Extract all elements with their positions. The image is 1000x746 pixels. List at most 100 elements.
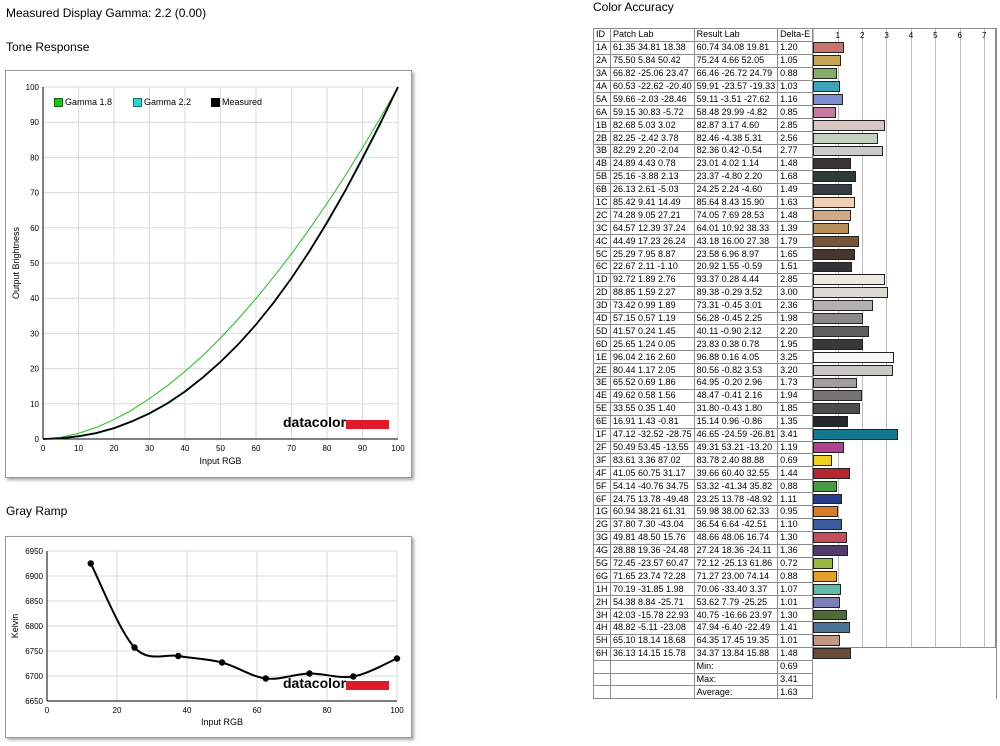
delta-e-bar [813,377,858,389]
y-tick-label: 6850 [25,597,43,606]
table-row: 1H 70.19 -31.85 1.98 70.06 -33.40 3.37 1.07 [592,582,997,597]
cell-result-lab: 71.27 23.00 74.14 [693,569,779,584]
y-tick-label: 60 [30,224,39,233]
cell-patch-lab: 25.29 7.95 8.87 [610,247,695,262]
gray-ramp-point [350,673,357,680]
table-row: 3B 82.29 2.20 -2.04 82.36 0.42 -0.54 2.77 [592,144,997,158]
cell-delta-e-bar [812,105,997,119]
y-tick-label: 30 [30,329,39,338]
cell-delta-e-bar [812,273,997,287]
table-row: 4H 48.82 -5.11 -23.08 47.94 -6.40 -22.49 1.… [592,620,997,635]
cell-id: 6H [592,646,612,661]
cell-delta-e-bar [812,350,997,364]
cell-delta-e-bar [812,634,997,648]
delta-e-bar [813,300,873,312]
cell-id: 5G [592,556,612,571]
cell-patch-lab: 54.14 -40.76 34.75 [610,479,695,494]
cell-patch-lab: 83.61 3.36 87.02 [610,453,695,468]
scale-tick-label: 1 [835,31,840,40]
cell-delta-e: 1.10 [777,517,814,532]
table-row: 5D 41.57 0.24 1.45 40.11 -0.90 2.12 2.20 [592,324,997,339]
delta-e-bar [813,222,850,234]
cell-patch-lab: 41.57 0.24 1.45 [610,324,695,339]
header-delta-e: Delta-E [777,28,814,42]
summary-bar-blank [812,685,997,699]
x-axis-label: Input RGB [199,456,241,466]
cell-id: 5A [592,92,612,107]
cell-result-lab: 64.01 10.92 38.33 [693,221,779,236]
cell-id: 4C [592,234,612,249]
summary-row: Max: 3.41 [592,672,997,687]
cell-result-lab: 31.80 -0.43 1.80 [693,401,779,416]
cell-id: 6F [592,492,612,506]
table-row: 5F 54.14 -40.76 34.75 53.32 -41.34 35.82 0.… [592,479,997,494]
delta-e-bar [813,93,844,105]
scale-tick-label: 5 [933,31,938,40]
x-tick-label: 20 [113,706,122,715]
cell-result-lab: 64.35 17.45 19.35 [693,633,779,648]
table-row: 4D 57.15 0.57 1.19 56.28 -0.45 2.25 1.98 [592,311,997,326]
cell-id: 5D [592,324,612,339]
cell-patch-lab: 49.81 48.50 15.76 [610,530,695,545]
y-tick-label: 6800 [25,622,43,631]
cell-delta-e-bar [812,208,997,222]
cell-patch-lab: 22.67 2.11 -1.10 [610,260,695,274]
table-row: 3F 83.61 3.36 87.02 83.78 2.40 88.88 0.69 [592,453,997,468]
summary-blank [592,672,612,687]
cell-delta-e-bar [812,608,997,622]
y-tick-label: 6950 [25,547,43,556]
cell-delta-e-bar [812,67,997,81]
delta-e-bar [813,119,885,131]
table-row: 1E 96.04 2.16 2.60 96.88 0.16 4.05 3.25 [592,350,997,365]
cell-delta-e-bar [812,144,997,158]
cell-patch-lab: 60.53 -22.62 -20.40 [610,79,695,94]
cell-patch-lab: 24.75 13.78 -49.48 [610,492,695,506]
x-tick-label: 70 [287,444,296,453]
x-tick-label: 20 [110,444,119,453]
x-tick-label: 80 [323,444,332,453]
cell-delta-e: 2.36 [777,298,814,313]
table-row: 3E 65.52 0.69 1.86 64.95 -0.20 2.96 1.73 [592,376,997,390]
cell-delta-e-bar [812,376,997,390]
cell-delta-e-bar [812,466,997,480]
cell-result-lab: 47.94 -6.40 -22.49 [693,620,779,635]
cell-delta-e-bar [812,647,997,661]
cell-delta-e: 3.41 [777,427,814,442]
delta-e-bar [813,235,859,247]
x-tick-label: 0 [41,444,46,453]
header-id: ID [592,28,612,42]
gray-ramp-point [393,655,401,662]
cell-id: 1D [592,272,612,287]
delta-e-bar [813,390,863,402]
gray-ramp-point [87,560,94,567]
delta-e-bar [813,622,850,634]
cell-result-lab: 53.32 -41.34 35.82 [693,479,779,494]
table-row: 3G 49.81 48.50 15.76 48.66 48.06 16.74 1.30 [592,530,997,545]
cell-delta-e: 2.85 [777,272,814,287]
legend-swatch-gamma-22 [133,98,142,107]
cell-delta-e: 3.25 [777,350,814,365]
table-row: 1F 47.12 -32.52 -28.75 46.65 -24.59 -26.81… [592,427,997,442]
cell-patch-lab: 36.13 14.15 15.78 [610,646,695,661]
table-row: 1G 60.94 38.21 61.31 59.98 38.00 62.33 0.95 [592,504,997,519]
cell-delta-e-bar [812,402,997,416]
cell-delta-e-bar [812,41,997,55]
cell-id: 1G [592,504,612,519]
table-row: 6G 71.65 23.74 72.28 71.27 23.00 74.14 0.88 [592,569,997,584]
cell-id: 2B [592,131,612,146]
table-row: 2H 54.38 8.84 -25.71 53.62 7.79 -25.25 1.01 [592,595,997,610]
summary-value: 0.69 [777,659,814,674]
delta-e-bar [813,132,878,144]
y-axis-label: Output Brightness [11,226,21,299]
cell-delta-e: 1.41 [777,620,814,635]
cell-id: 6G [592,569,612,584]
delta-e-bar [813,197,855,208]
cell-delta-e: 1.35 [777,414,814,429]
cell-delta-e-bar [812,54,997,68]
cell-delta-e-bar [812,183,997,197]
cell-patch-lab: 44.49 17.23 26.24 [610,234,695,249]
cell-id: 1A [592,40,612,55]
cell-patch-lab: 57.15 0.57 1.19 [610,311,695,326]
delta-e-bar [813,351,895,363]
cell-patch-lab: 72.45 -23.57 60.47 [610,556,695,571]
